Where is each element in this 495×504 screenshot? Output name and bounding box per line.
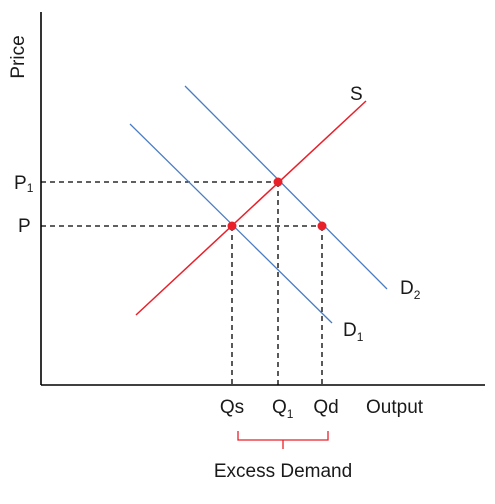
d2-label: D2 [400, 278, 421, 302]
supply-label: S [350, 84, 363, 105]
excess-demand-bracket [237, 431, 329, 449]
d1-label-sub: 1 [357, 330, 364, 344]
y-axis-title: Price [8, 35, 29, 78]
d1-label: D1 [343, 320, 364, 344]
supply-curve [135, 100, 367, 316]
demand-curve-d2 [184, 85, 388, 290]
excess-demand-label: Excess Demand [214, 461, 352, 482]
price-label-p1-main: P [14, 173, 27, 194]
price-label-p1-sub: 1 [27, 181, 34, 195]
d1-label-main: D [343, 320, 357, 341]
quantity-label-qd: Qd [313, 397, 338, 418]
x-axis-title: Output [366, 397, 424, 418]
point-qd-p [317, 221, 327, 231]
equilibrium-point-p1-q1 [273, 177, 283, 187]
d2-label-main: D [400, 278, 414, 299]
quantity-label-q1-sub: 1 [287, 407, 294, 421]
price-label-p: P [18, 216, 31, 237]
quantity-label-q1-main: Q [272, 397, 287, 418]
point-qs-p [227, 221, 237, 231]
quantity-label-q1: Q1 [272, 397, 294, 421]
price-label-p1: P1 [14, 173, 34, 195]
quantity-label-qs: Qs [220, 397, 244, 418]
d2-label-sub: 2 [414, 288, 421, 302]
